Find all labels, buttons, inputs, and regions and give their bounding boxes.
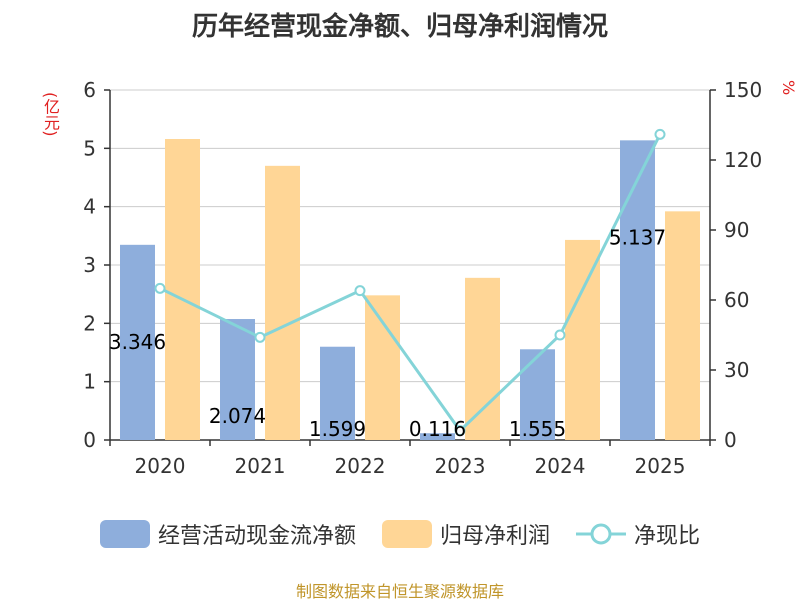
- left-axis-unit: (亿元): [41, 92, 60, 137]
- right-tick-label: 120: [724, 148, 762, 172]
- ratio-point: [254, 331, 266, 343]
- ratio-point: [154, 282, 166, 294]
- right-tick-label: 60: [724, 288, 749, 312]
- x-tick-label: 2020: [135, 454, 186, 478]
- legend-item-profit[interactable]: 归母净利润: [381, 518, 550, 550]
- legend-swatch-ratio: [576, 523, 626, 545]
- left-tick-label: 6: [83, 78, 96, 102]
- bar-profit: [565, 239, 600, 440]
- bar-cash: [220, 319, 255, 440]
- left-tick-label: 3: [83, 253, 96, 277]
- legend-swatch-cash: [99, 520, 150, 548]
- x-tick-label: 2022: [335, 454, 386, 478]
- data-label-cash: 1.599: [309, 417, 366, 441]
- data-label-cash: 3.346: [109, 330, 166, 354]
- bar-cash: [520, 349, 555, 440]
- data-label-cash: 2.074: [209, 404, 266, 428]
- legend-item-cash[interactable]: 经营活动现金流净额: [99, 518, 356, 550]
- left-tick-label: 0: [83, 428, 96, 452]
- right-tick-label: 0: [724, 428, 737, 452]
- ratio-point: [554, 329, 566, 341]
- bar-profit: [365, 295, 400, 440]
- bar-cash: [120, 244, 155, 440]
- chart-title: 历年经营现金净额、归母净利润情况: [191, 12, 608, 42]
- legend-swatch-profit: [381, 520, 432, 548]
- legend-label-ratio: 净现比: [634, 524, 701, 549]
- ratio-point: [354, 285, 366, 297]
- left-tick-label: 1: [83, 370, 96, 394]
- bar-cash: [620, 140, 655, 440]
- right-tick-label: 150: [724, 78, 762, 102]
- bar-profit: [465, 277, 500, 440]
- x-tick-label: 2024: [535, 454, 586, 478]
- right-tick-label: 90: [724, 218, 749, 242]
- source-note: 制图数据来自恒生聚源数据库: [295, 582, 504, 601]
- left-tick-label: 4: [83, 195, 96, 219]
- legend-label-cash: 经营活动现金流净额: [157, 524, 356, 549]
- x-tick-label: 2023: [435, 454, 486, 478]
- ratio-point: [654, 128, 666, 140]
- bar-cash: [320, 346, 355, 440]
- x-tick-label: 2021: [235, 454, 286, 478]
- bar-profit: [665, 211, 700, 440]
- legend-label-profit: 归母净利润: [439, 524, 550, 549]
- legend-item-ratio[interactable]: 净现比: [576, 518, 700, 550]
- bar-profit: [165, 139, 200, 440]
- data-label-cash: 5.137: [609, 225, 666, 249]
- bar-profit: [265, 165, 300, 441]
- bar-cash: [420, 433, 455, 440]
- left-tick-label: 5: [83, 136, 96, 160]
- right-tick-label: 30: [724, 358, 749, 382]
- ratio-line: [159, 133, 662, 433]
- x-tick-label: 2025: [635, 454, 686, 478]
- left-tick-label: 2: [83, 311, 96, 335]
- ratio-point: [454, 425, 466, 437]
- right-axis-unit: %: [779, 80, 798, 96]
- data-label-cash: 1.555: [509, 417, 566, 441]
- data-label-cash: 0.116: [409, 417, 466, 441]
- legend: 经营活动现金流净额 归母净利润 净现比: [0, 518, 800, 550]
